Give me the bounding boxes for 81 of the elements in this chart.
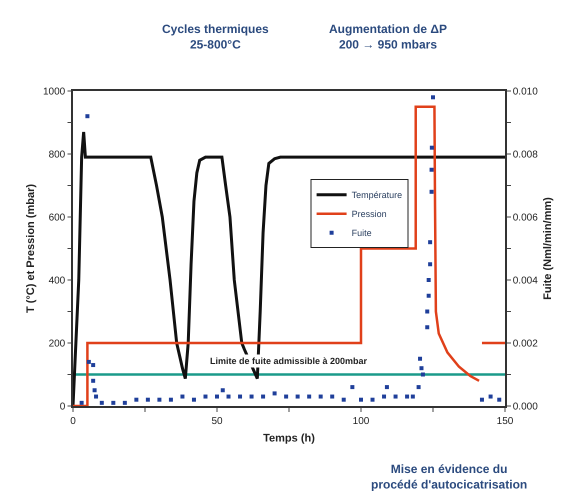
text: Augmentation de ΔP 200 → 950 mbars: [329, 22, 447, 52]
point: [430, 146, 434, 150]
point: [394, 394, 398, 399]
point: [238, 394, 242, 399]
point: [94, 394, 98, 399]
point: [296, 394, 300, 399]
y2-tick-label: 0.000: [512, 402, 538, 412]
point: [428, 262, 432, 266]
legend-label: Pression: [352, 209, 387, 220]
y2-axis-title: Fuite (Nml/min/mm): [542, 196, 554, 300]
point: [85, 114, 90, 118]
y2-tick-label: 0.010: [512, 86, 538, 98]
point: [80, 400, 84, 405]
y-tick-label: 200: [48, 338, 66, 350]
x-tick-label: 100: [352, 416, 370, 427]
point: [330, 394, 334, 399]
point: [359, 398, 363, 402]
x-tick-label: 0: [70, 416, 76, 427]
point: [410, 394, 415, 399]
legend-label: Fuite: [352, 228, 372, 238]
point: [215, 394, 219, 399]
point: [192, 398, 196, 402]
point: [318, 394, 323, 399]
point: [488, 394, 493, 399]
y-tick-label: 1000: [43, 86, 66, 98]
point: [91, 378, 96, 383]
point: [497, 398, 502, 402]
point: [122, 400, 127, 405]
point: [425, 310, 430, 314]
y-tick-label: 0: [60, 402, 66, 412]
point: [405, 394, 410, 399]
point: [272, 391, 277, 396]
point: [426, 278, 431, 282]
point: [431, 95, 435, 100]
text: Cycles thermiques 25-800°C: [162, 22, 270, 52]
y-tick-label: 800: [48, 150, 66, 160]
point: [426, 294, 431, 298]
point: [100, 400, 104, 405]
point: [350, 385, 354, 390]
point: [134, 398, 138, 402]
point: [111, 400, 116, 405]
point: [261, 394, 266, 399]
point: [419, 366, 424, 370]
point: [416, 385, 421, 390]
point: [370, 398, 375, 402]
point: [284, 394, 288, 399]
x-tick-label: 150: [496, 416, 514, 427]
point: [157, 398, 162, 402]
point: [382, 394, 386, 399]
y-axis-title: T (°C) et Pression (mbar): [25, 184, 38, 314]
ref-line-label: Limite de fuite admissible à 200mbar: [210, 356, 368, 366]
x-axis-title: Temps (h): [263, 432, 316, 444]
point: [226, 394, 231, 399]
y2-tick-label: 0.004: [512, 276, 538, 286]
point: [168, 398, 173, 402]
y2-tick-label: 0.008: [512, 150, 538, 160]
y2-tick-label: 0.002: [512, 338, 538, 350]
point: [203, 394, 208, 399]
point: [430, 190, 434, 194]
y2-tick-label: 0.006: [512, 212, 538, 224]
legend-label: Température: [352, 190, 402, 200]
point: [425, 325, 430, 330]
y-tick-label: 600: [48, 212, 66, 224]
point: [307, 394, 312, 399]
point: [250, 394, 254, 399]
point: [384, 385, 389, 390]
point: [428, 240, 432, 244]
point: [430, 168, 434, 172]
point: [91, 363, 96, 368]
point: [220, 388, 225, 392]
point: [180, 394, 184, 399]
y-tick-label: 400: [48, 276, 66, 286]
point: [418, 356, 422, 361]
point: [146, 398, 150, 402]
x-tick-label: 50: [211, 416, 223, 427]
point: [420, 372, 425, 376]
text: Mise en évidence du procédé d'autocicatrisation: [371, 462, 528, 492]
point: [92, 388, 97, 392]
point: [480, 398, 484, 402]
point: [342, 398, 346, 402]
point: [86, 360, 91, 364]
